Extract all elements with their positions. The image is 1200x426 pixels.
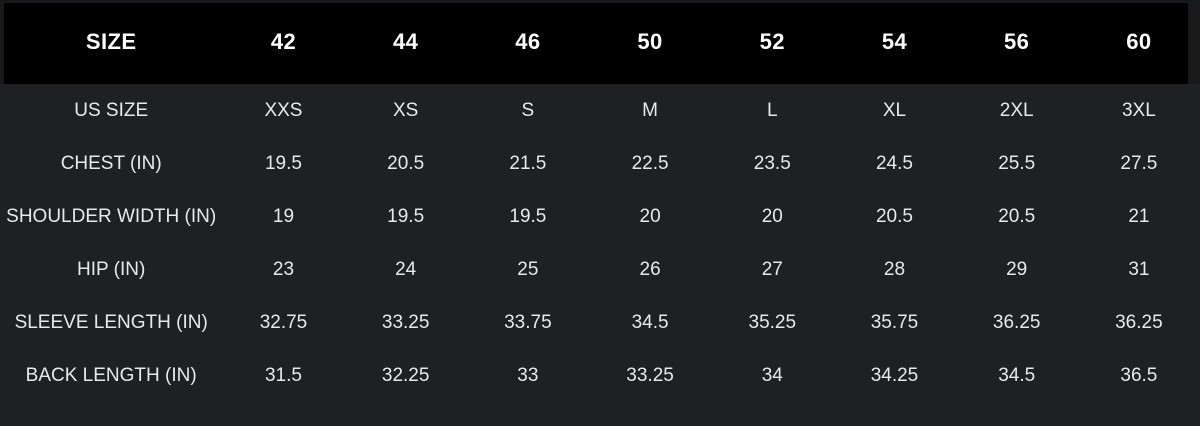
row-label-shoulder-width: SHOULDER WIDTH (IN) bbox=[0, 190, 223, 243]
cell-chest-6: 25.5 bbox=[955, 137, 1078, 190]
cell-shoulder-width-1: 19.5 bbox=[344, 190, 467, 243]
cell-chest-5: 24.5 bbox=[833, 137, 956, 190]
cell-hip-0: 23 bbox=[222, 243, 345, 296]
header-cell-size-2: 46 bbox=[466, 0, 589, 84]
cell-back-length-4: 34 bbox=[711, 349, 834, 402]
cell-sleeve-length-7: 36.25 bbox=[1077, 296, 1200, 349]
cell-hip-2: 25 bbox=[466, 243, 589, 296]
row-label-hip: HIP (IN) bbox=[0, 243, 223, 296]
table-row: US SIZE XXS XS S M L XL 2XL 3XL bbox=[0, 84, 1200, 137]
cell-hip-6: 29 bbox=[955, 243, 1078, 296]
row-label-sleeve-length: SLEEVE LENGTH (IN) bbox=[0, 296, 223, 349]
table-header: SIZE 42 44 46 50 52 54 56 60 bbox=[0, 0, 1200, 84]
cell-chest-1: 20.5 bbox=[344, 137, 467, 190]
cell-shoulder-width-5: 20.5 bbox=[833, 190, 956, 243]
header-cell-size-4: 52 bbox=[711, 0, 834, 84]
cell-chest-4: 23.5 bbox=[711, 137, 834, 190]
cell-sleeve-length-1: 33.25 bbox=[344, 296, 467, 349]
cell-back-length-7: 36.5 bbox=[1077, 349, 1200, 402]
cell-sleeve-length-0: 32.75 bbox=[222, 296, 345, 349]
cell-chest-2: 21.5 bbox=[466, 137, 589, 190]
cell-sleeve-length-2: 33.75 bbox=[466, 296, 589, 349]
cell-shoulder-width-0: 19 bbox=[222, 190, 345, 243]
header-cell-size-6: 56 bbox=[955, 0, 1078, 84]
cell-hip-3: 26 bbox=[588, 243, 712, 296]
cell-back-length-5: 34.25 bbox=[833, 349, 956, 402]
cell-shoulder-width-7: 21 bbox=[1077, 190, 1200, 243]
header-cell-size-1: 44 bbox=[344, 0, 467, 84]
cell-us-size-4: L bbox=[711, 84, 834, 137]
size-chart-table: SIZE 42 44 46 50 52 54 56 60 US SIZE XXS… bbox=[0, 0, 1200, 402]
cell-back-length-0: 31.5 bbox=[222, 349, 345, 402]
cell-sleeve-length-4: 35.25 bbox=[711, 296, 834, 349]
cell-us-size-5: XL bbox=[833, 84, 956, 137]
header-cell-size-0: 42 bbox=[222, 0, 345, 84]
cell-hip-4: 27 bbox=[711, 243, 834, 296]
table-row: SHOULDER WIDTH (IN) 19 19.5 19.5 20 20 2… bbox=[0, 190, 1200, 243]
cell-chest-0: 19.5 bbox=[222, 137, 345, 190]
cell-chest-7: 27.5 bbox=[1077, 137, 1200, 190]
table-row: BACK LENGTH (IN) 31.5 32.25 33 33.25 34 … bbox=[0, 349, 1200, 402]
cell-chest-3: 22.5 bbox=[588, 137, 712, 190]
cell-us-size-3: M bbox=[588, 84, 712, 137]
cell-back-length-1: 32.25 bbox=[344, 349, 467, 402]
cell-us-size-2: S bbox=[466, 84, 589, 137]
cell-sleeve-length-3: 34.5 bbox=[588, 296, 712, 349]
cell-us-size-7: 3XL bbox=[1077, 84, 1200, 137]
cell-us-size-6: 2XL bbox=[955, 84, 1078, 137]
header-cell-size-label: SIZE bbox=[0, 0, 223, 84]
table-row: SLEEVE LENGTH (IN) 32.75 33.25 33.75 34.… bbox=[0, 296, 1200, 349]
header-cell-size-7: 60 bbox=[1077, 0, 1200, 84]
cell-back-length-2: 33 bbox=[466, 349, 589, 402]
cell-shoulder-width-4: 20 bbox=[711, 190, 834, 243]
cell-hip-1: 24 bbox=[344, 243, 467, 296]
row-label-chest: CHEST (IN) bbox=[0, 137, 223, 190]
cell-sleeve-length-6: 36.25 bbox=[955, 296, 1078, 349]
table-row: HIP (IN) 23 24 25 26 27 28 29 31 bbox=[0, 243, 1200, 296]
row-label-us-size: US SIZE bbox=[0, 84, 223, 137]
header-row: SIZE 42 44 46 50 52 54 56 60 bbox=[0, 0, 1200, 84]
header-cell-size-3: 50 bbox=[588, 0, 712, 84]
cell-hip-5: 28 bbox=[833, 243, 956, 296]
cell-shoulder-width-6: 20.5 bbox=[955, 190, 1078, 243]
cell-back-length-3: 33.25 bbox=[588, 349, 712, 402]
cell-us-size-1: XS bbox=[344, 84, 467, 137]
cell-shoulder-width-3: 20 bbox=[588, 190, 712, 243]
cell-sleeve-length-5: 35.75 bbox=[833, 296, 956, 349]
cell-hip-7: 31 bbox=[1077, 243, 1200, 296]
table-row: CHEST (IN) 19.5 20.5 21.5 22.5 23.5 24.5… bbox=[0, 137, 1200, 190]
row-label-back-length: BACK LENGTH (IN) bbox=[0, 349, 223, 402]
cell-shoulder-width-2: 19.5 bbox=[466, 190, 589, 243]
table-body: US SIZE XXS XS S M L XL 2XL 3XL CHEST (I… bbox=[0, 84, 1200, 402]
cell-us-size-0: XXS bbox=[222, 84, 345, 137]
header-cell-size-5: 54 bbox=[833, 0, 956, 84]
cell-back-length-6: 34.5 bbox=[955, 349, 1078, 402]
